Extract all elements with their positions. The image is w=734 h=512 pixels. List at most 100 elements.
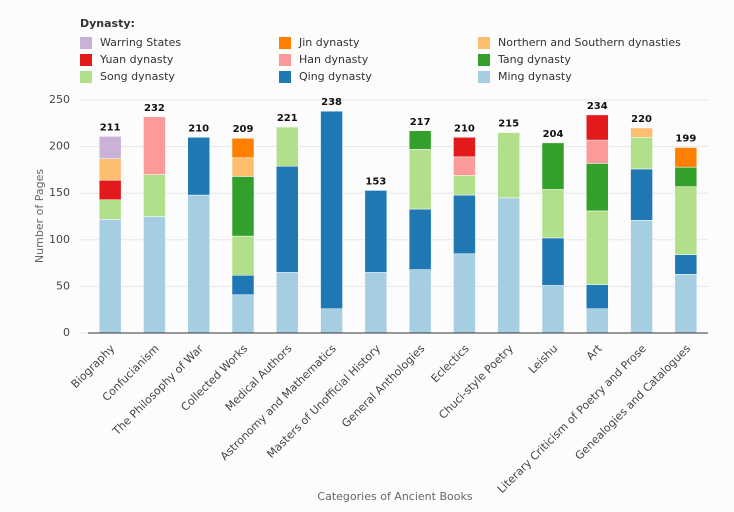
x-tick-label: Eclectics (429, 342, 472, 385)
legend-swatch (80, 71, 92, 83)
total-label: 215 (498, 119, 519, 130)
bar-segment (630, 127, 653, 138)
y-tick-label: 0 (63, 326, 70, 339)
bar-segment (586, 210, 609, 285)
bar-segment (276, 126, 299, 167)
y-axis-label: Number of Pages (33, 169, 46, 263)
legend-swatch (279, 71, 291, 83)
bar-segment (586, 139, 609, 164)
legend-swatch (279, 37, 291, 49)
legend-label: Northern and Southern dynasties (498, 36, 681, 49)
legend-swatch (80, 37, 92, 49)
bar-segment (320, 110, 343, 310)
bar-segment (231, 176, 255, 237)
bar-segment (674, 274, 698, 334)
x-tick-label: Chuci-style Poetry (436, 342, 516, 422)
x-tick-label: General Anthologies (339, 342, 427, 430)
bar-segment (98, 219, 122, 334)
total-label: 221 (277, 113, 298, 124)
legend-label: Yuan dynasty (99, 53, 174, 66)
total-label: 204 (543, 129, 564, 140)
bar-segment (541, 285, 565, 334)
total-label: 209 (233, 124, 254, 135)
bar-segment (630, 137, 653, 170)
legend-swatch (478, 71, 490, 83)
bar-segment (98, 179, 122, 200)
bar-segment (408, 130, 432, 150)
bar-segment (453, 137, 476, 158)
bar-segment (364, 272, 388, 334)
bar-segment (98, 136, 122, 159)
bar-segment (453, 156, 476, 176)
legend-label: Tang dynasty (497, 53, 571, 66)
x-axis-label: Categories of Ancient Books (317, 490, 472, 503)
bar-segment (231, 235, 255, 276)
bar-segment (408, 208, 432, 270)
total-label: 234 (587, 101, 608, 112)
bar-segment (231, 274, 255, 296)
x-tick-label: Literary Criticism of Poetry and Prose (495, 342, 649, 496)
y-tick-label: 200 (49, 140, 70, 153)
bar-segment (541, 237, 565, 286)
bar-segment (630, 168, 653, 221)
bar-segment (586, 284, 609, 310)
bar-segment (143, 216, 166, 334)
bar-segment (586, 308, 609, 334)
bar-segment (364, 190, 388, 273)
legend-label: Song dynasty (100, 70, 175, 83)
total-label: 199 (675, 134, 696, 145)
bar-segment (586, 163, 609, 212)
total-label: 217 (410, 117, 431, 128)
bar-segment (187, 137, 210, 196)
bar-segment (143, 116, 166, 175)
bar-segment (320, 308, 343, 334)
legend-title: Dynasty: (80, 17, 135, 30)
bar-segment (453, 253, 476, 334)
total-label: 220 (631, 114, 652, 125)
legend-label: Jin dynasty (298, 36, 360, 49)
y-tick-label: 100 (49, 233, 70, 246)
total-label: 232 (144, 103, 165, 114)
bar-segment (408, 149, 432, 210)
y-tick-label: 150 (49, 186, 70, 199)
bar-segment (453, 194, 476, 255)
total-label: 153 (365, 176, 386, 187)
bar-segment (408, 269, 432, 334)
legend-label: Ming dynasty (498, 70, 572, 83)
legend-swatch (478, 54, 490, 66)
total-label: 211 (100, 122, 121, 133)
bar-segment (497, 132, 520, 199)
bar-segment (143, 174, 166, 217)
bar-segment (674, 186, 698, 255)
legend-swatch (80, 54, 92, 66)
legend-label: Qing dynasty (299, 70, 372, 83)
total-label: 210 (188, 123, 209, 134)
bar-segment (541, 189, 565, 239)
total-label: 210 (454, 123, 475, 134)
x-tick-label: Art (584, 342, 605, 363)
bar-segment (453, 175, 476, 196)
bar-segment (630, 219, 653, 334)
y-tick-label: 250 (49, 93, 70, 106)
bar-segment (276, 165, 299, 273)
bar-segment (98, 199, 122, 220)
bar-segment (98, 158, 122, 181)
legend-label: Han dynasty (299, 53, 369, 66)
bar-segment (674, 147, 698, 168)
legend-label: Warring States (100, 36, 181, 49)
bar-segment (497, 197, 520, 334)
bar-segment (276, 272, 299, 334)
bar-segment (231, 137, 255, 159)
bar-segment (231, 157, 255, 177)
bar-segment (541, 142, 565, 190)
legend-swatch (279, 54, 291, 66)
total-label: 238 (321, 97, 342, 108)
bar-segment (187, 194, 210, 334)
bar-segment (674, 254, 698, 275)
bar-segment (231, 294, 255, 334)
x-tick-label: Leishu (526, 342, 560, 376)
bar-segment (586, 114, 609, 141)
y-tick-label: 50 (56, 279, 70, 292)
